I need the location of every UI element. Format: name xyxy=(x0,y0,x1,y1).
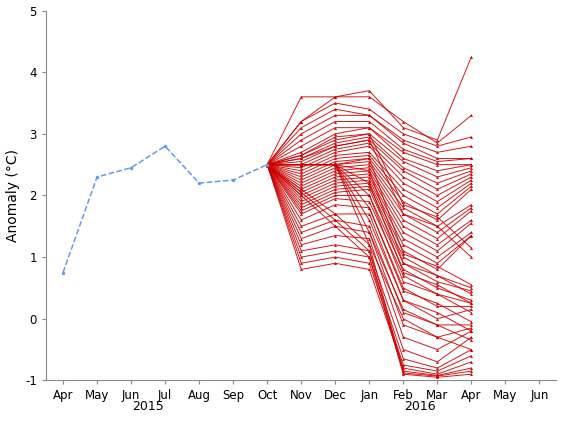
Y-axis label: Anomaly (°C): Anomaly (°C) xyxy=(6,149,20,242)
Text: 2015: 2015 xyxy=(132,400,164,413)
Text: 2016: 2016 xyxy=(405,400,436,413)
